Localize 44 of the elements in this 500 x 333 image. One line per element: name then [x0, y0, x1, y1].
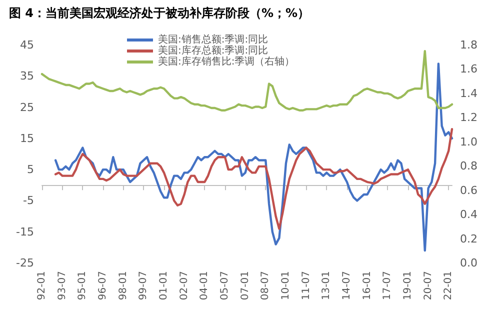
x-tick-label: 05-07	[219, 271, 230, 300]
legend-label: 美国:库存总额:季调:同比	[158, 44, 268, 56]
x-tick-label: 02-07	[178, 271, 190, 300]
y-tick-label: -15	[16, 225, 34, 238]
y2-tick-label: 1.4	[460, 86, 478, 100]
y-tick-label: -5	[23, 194, 34, 208]
y-tick-label: 35	[20, 70, 34, 83]
y2-tick-label: 1.2	[460, 111, 478, 124]
x-tick-label: 16-01	[362, 271, 373, 300]
x-tick-label: 92-01	[36, 271, 48, 300]
line-series	[54, 128, 454, 230]
x-tick-label: 93-07	[56, 271, 68, 300]
legend-label: 美国:销售总额:季调:同比	[158, 34, 268, 46]
y2-tick-label: 0.2	[460, 232, 478, 246]
chart-title: 图 4：当前美国宏观经济处于被动补库存阶段（%；%）	[9, 6, 310, 20]
x-tick-label: 95-01	[77, 271, 88, 300]
x-tick-label: 08-07	[260, 271, 272, 300]
x-tick-label: 07-01	[240, 271, 251, 300]
y-tick-label: 15	[20, 132, 34, 145]
y2-tick-label: 1.0	[460, 135, 478, 148]
y2-tick-label: 0.0	[460, 256, 478, 270]
y-tick-label: -25	[16, 256, 34, 270]
x-tick-label: 19-01	[402, 271, 414, 300]
y-tick-label: 5	[27, 163, 34, 176]
y2-tick-label: 0.8	[460, 160, 478, 173]
y2-tick-label: 1.6	[460, 62, 478, 76]
y2-tick-label: 0.6	[460, 184, 478, 197]
x-tick-label: 04-01	[199, 271, 210, 300]
x-tick-label: 17-07	[382, 271, 394, 300]
x-tick-label: 13-01	[321, 271, 332, 300]
y2-tick-label: 0.4	[460, 208, 478, 222]
legend-label: 美国:库存销售比:季调（右轴）	[158, 56, 295, 68]
x-tick-label: 20-07	[422, 271, 434, 300]
x-tick-label: 96-07	[97, 271, 108, 300]
x-tick-label: 22-01	[443, 271, 454, 300]
x-tick-label: 99-07	[138, 271, 150, 300]
y-tick-label: 45	[20, 38, 34, 52]
x-tick-label: 10-01	[280, 271, 292, 300]
y2-tick-label: 1.8	[460, 38, 478, 52]
x-tick-label: 11-07	[300, 271, 312, 300]
y-tick-label: 25	[20, 100, 34, 114]
x-tick-label: 14-07	[341, 271, 352, 300]
x-tick-label: 98-01	[118, 271, 129, 300]
x-tick-label: 01-01	[158, 271, 170, 300]
